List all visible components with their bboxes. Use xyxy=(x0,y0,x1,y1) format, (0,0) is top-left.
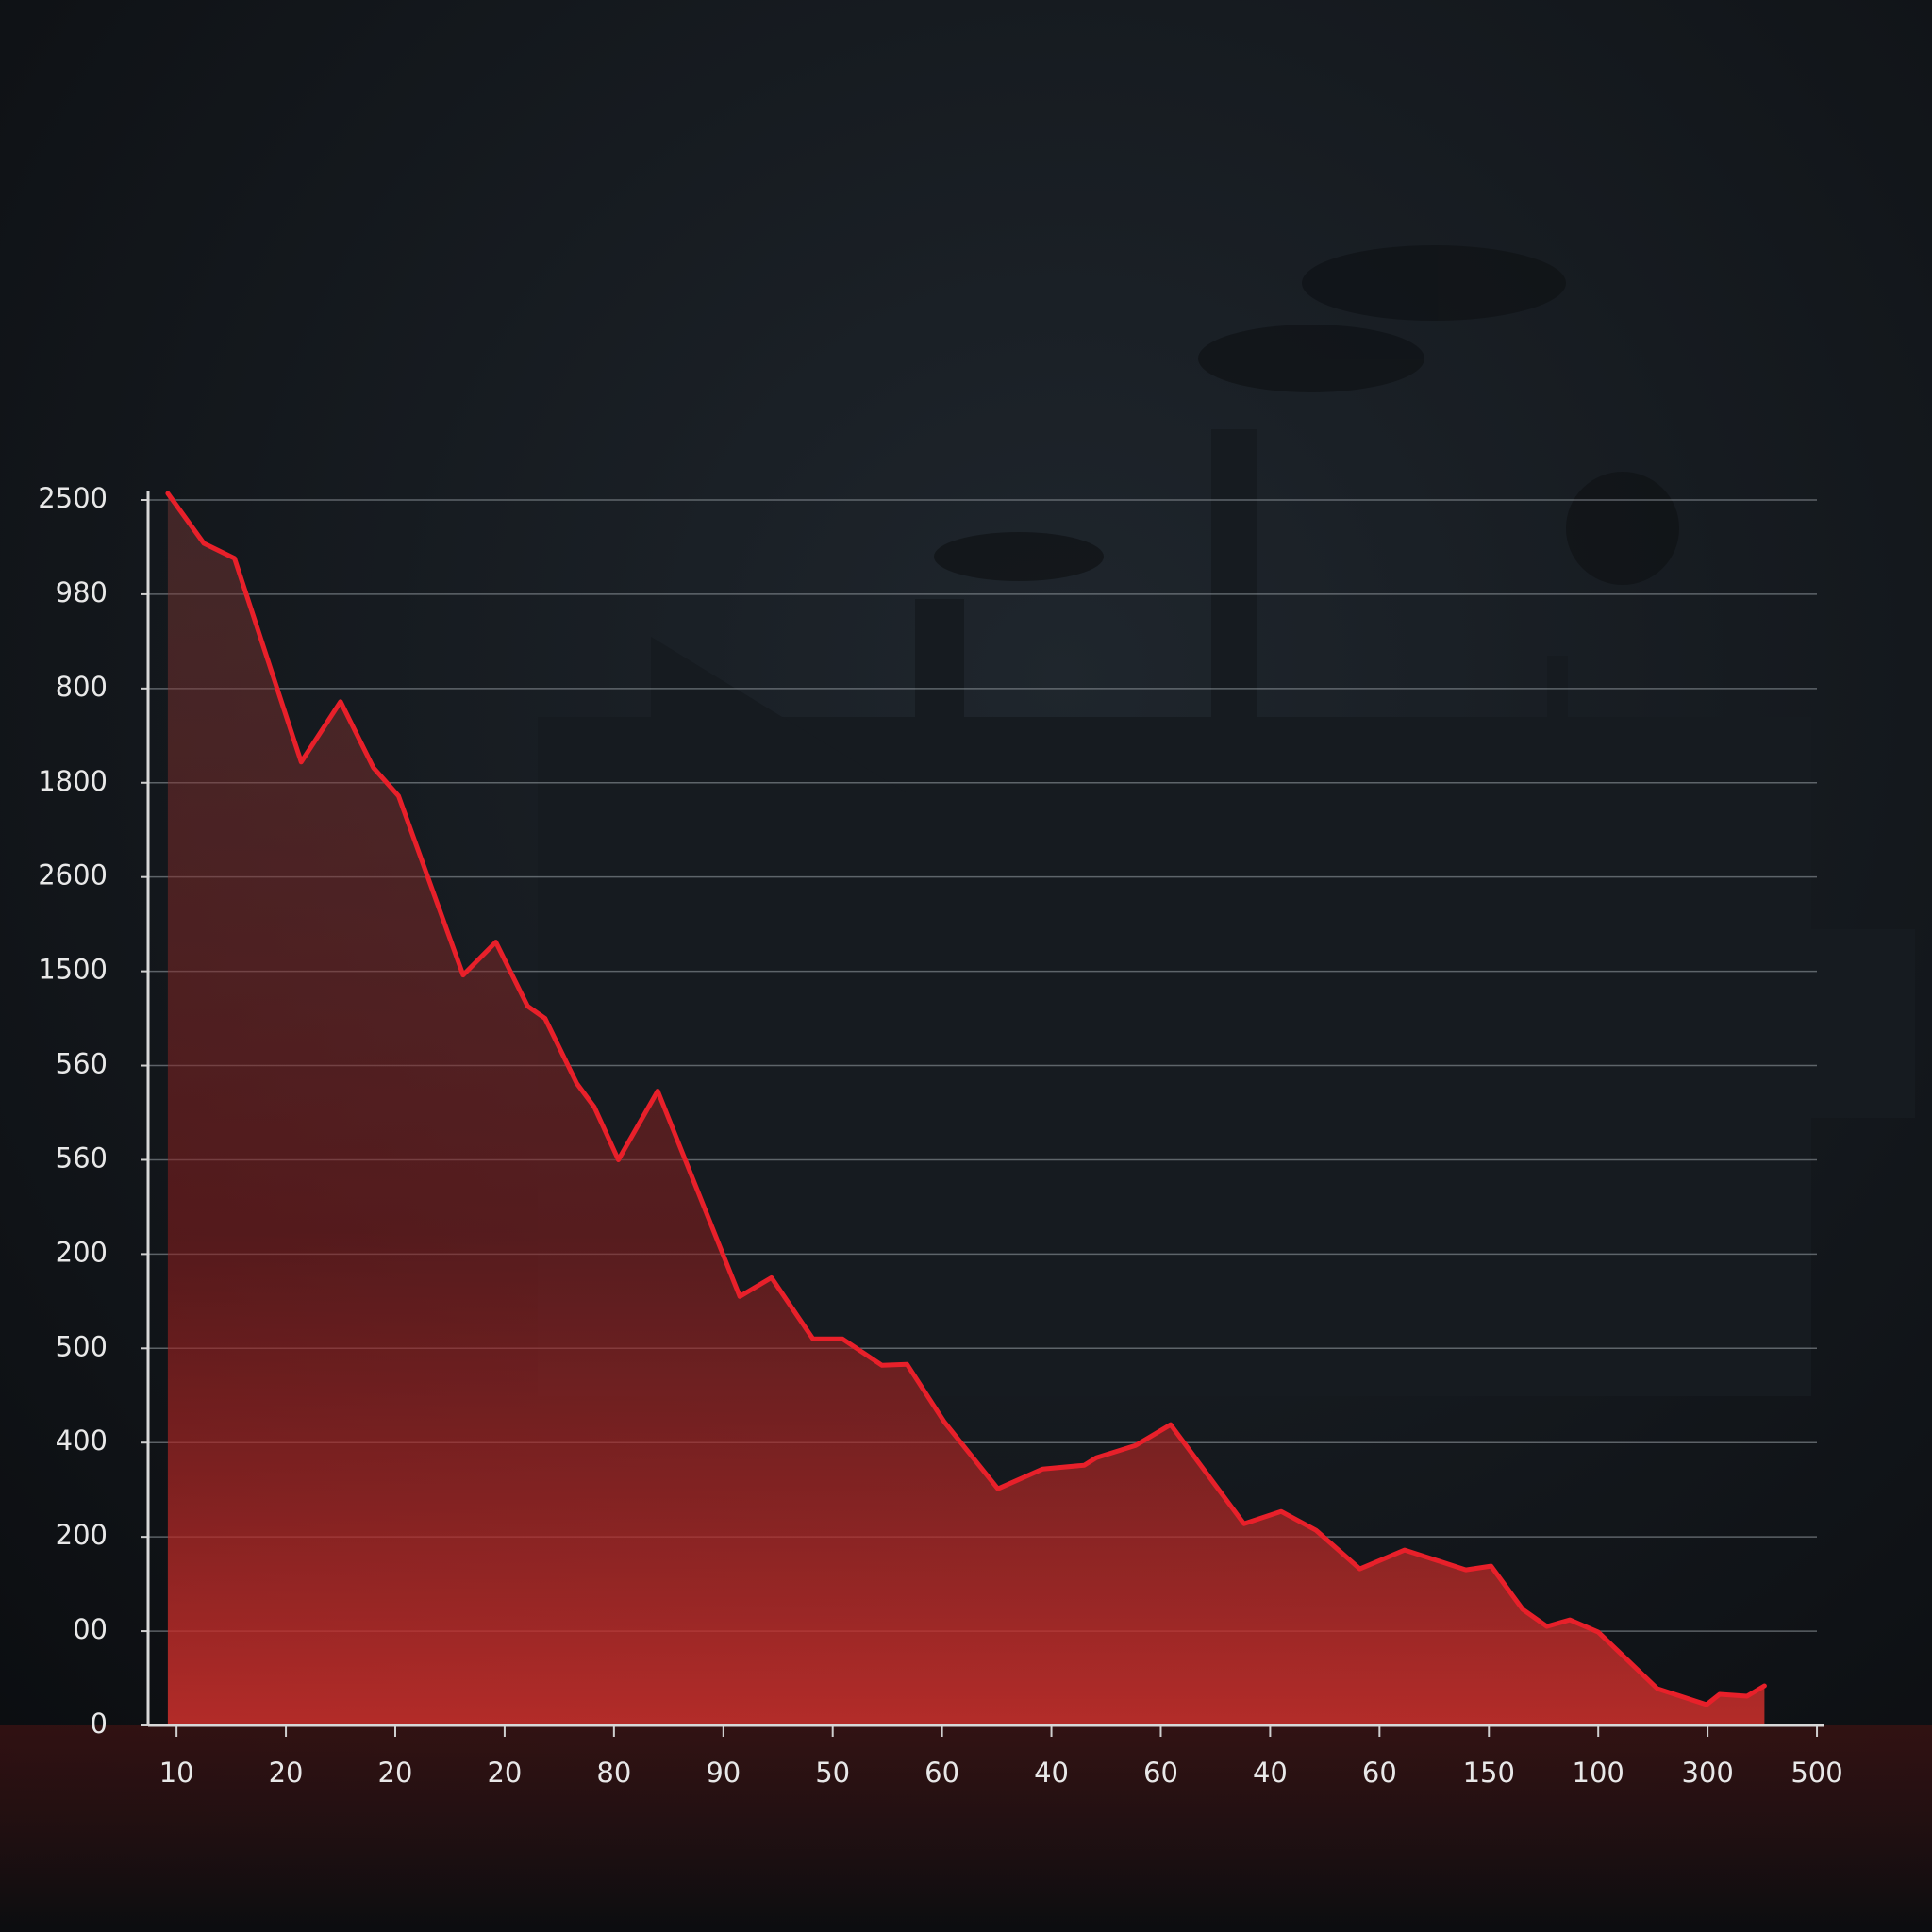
x-tick-label: 50 xyxy=(815,1757,850,1789)
x-tick-label: 80 xyxy=(596,1757,631,1789)
x-tick-label: 40 xyxy=(1034,1757,1069,1789)
x-tick-label: 500 xyxy=(1790,1757,1842,1789)
data-line xyxy=(165,491,1767,1707)
x-tick-label: 20 xyxy=(487,1757,522,1789)
y-tick-label: 500 xyxy=(56,1330,108,1362)
x-tick-label: 60 xyxy=(924,1757,959,1789)
y-tick-label: 1800 xyxy=(38,765,108,797)
x-tick-label: 100 xyxy=(1573,1757,1624,1789)
y-tick-label: 400 xyxy=(56,1424,108,1457)
ground xyxy=(0,1725,1932,1932)
y-tick-label: 560 xyxy=(56,1048,108,1080)
y-tick-label: 00 xyxy=(73,1613,108,1645)
x-tick-label: 10 xyxy=(159,1757,194,1789)
x-tick-label: 90 xyxy=(706,1757,741,1789)
line-area xyxy=(167,493,1765,1725)
smoke xyxy=(934,245,1679,585)
x-tick-label: 20 xyxy=(378,1757,413,1789)
y-tick-label: 560 xyxy=(56,1141,108,1174)
axes: 0002004005002005605601500260018008009802… xyxy=(38,482,1843,1789)
x-tick-label: 60 xyxy=(1143,1757,1178,1789)
plot-area xyxy=(165,491,1767,1725)
y-tick-label: 1500 xyxy=(38,954,108,986)
y-tick-label: 200 xyxy=(56,1519,108,1551)
y-tick-label: 0 xyxy=(91,1707,108,1740)
y-tick-label: 200 xyxy=(56,1236,108,1268)
x-tick-label: 20 xyxy=(269,1757,304,1789)
y-tick-label: 980 xyxy=(56,576,108,608)
x-tick-label: 40 xyxy=(1253,1757,1288,1789)
factory-silhouette xyxy=(538,429,1915,1396)
x-tick-label: 300 xyxy=(1681,1757,1733,1789)
x-tick-label: 150 xyxy=(1463,1757,1515,1789)
y-tick-label: 800 xyxy=(56,671,108,703)
y-tick-label: 2600 xyxy=(38,859,108,891)
x-tick-label: 60 xyxy=(1362,1757,1397,1789)
y-tick-label: 2500 xyxy=(38,482,108,514)
